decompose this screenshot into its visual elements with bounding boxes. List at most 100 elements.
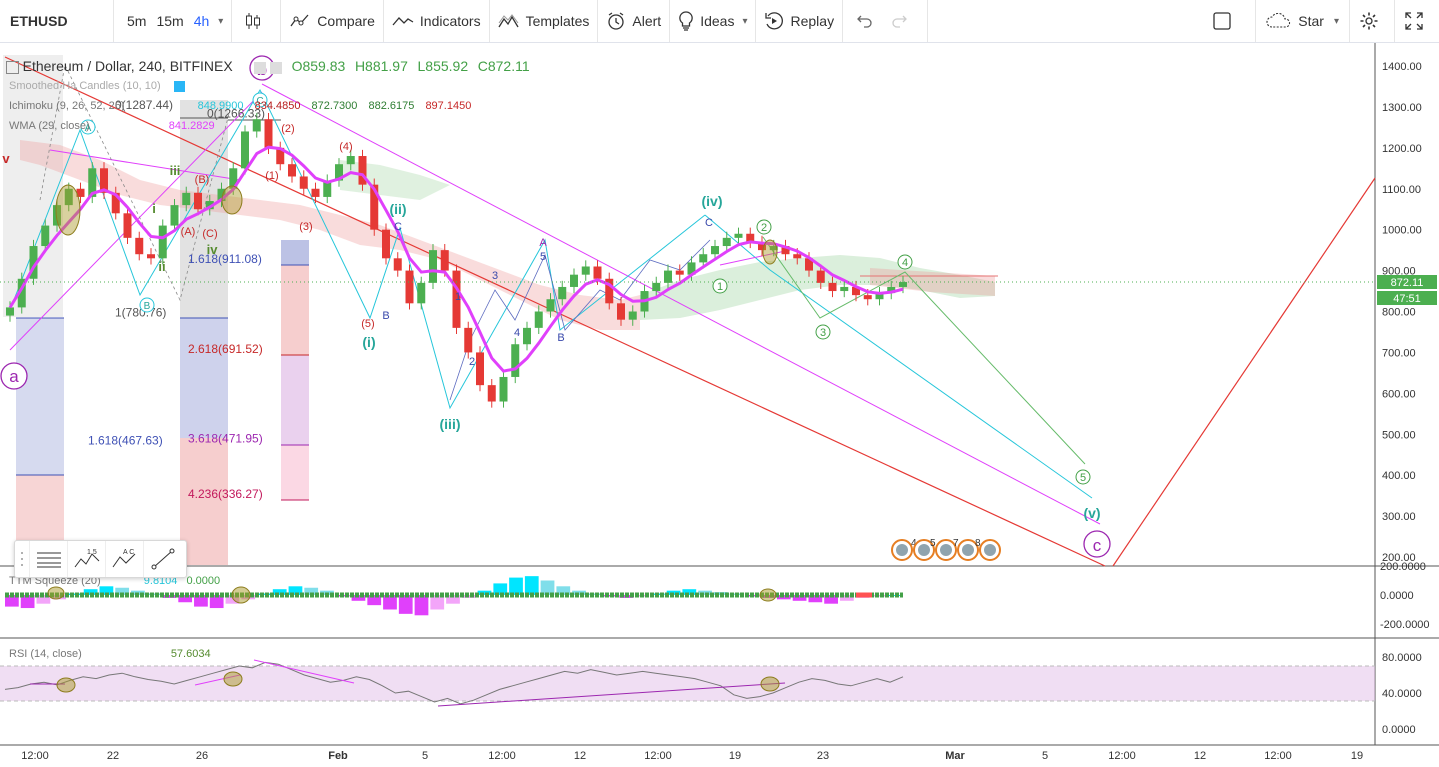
ttm-bar — [194, 595, 208, 607]
indicators-button[interactable]: Indicators — [384, 0, 490, 42]
fullscreen-select-button[interactable] — [1195, 0, 1257, 42]
price-tick-label: 700.00 — [1382, 347, 1416, 359]
templates-button[interactable]: Templates — [490, 0, 599, 42]
fullscreen-button[interactable] — [1395, 0, 1439, 42]
ideas-button[interactable]: Ideas ▾ — [670, 0, 757, 42]
wave-dash-path — [39, 63, 231, 302]
drag-handle[interactable] — [15, 541, 30, 577]
candle-body — [875, 293, 884, 300]
replay-label: Replay — [790, 13, 835, 29]
candle-body — [605, 278, 614, 304]
ttm-bar — [808, 595, 823, 603]
legend-settings-icon[interactable] — [254, 61, 267, 74]
candle-body — [863, 295, 872, 300]
ttm-bar — [383, 595, 397, 610]
eye-icon[interactable] — [173, 80, 185, 92]
interval-4h[interactable]: 4h — [193, 13, 210, 29]
settings-button[interactable] — [1350, 0, 1395, 42]
alert-button[interactable]: Alert — [598, 0, 671, 42]
ichimoku-value-3: 872.7300 — [311, 100, 358, 112]
wave-iii-small-label: iii — [170, 163, 181, 178]
wave-iv-label: (iv) — [702, 193, 723, 209]
chevron-down-icon[interactable]: ▾ — [742, 15, 748, 27]
compare-button[interactable]: Compare — [281, 0, 384, 42]
ttm-bar — [587, 593, 602, 595]
replay-button[interactable]: Replay — [756, 0, 844, 42]
green-wave-1: 1 — [717, 281, 723, 293]
trend-red-up — [1112, 177, 1376, 567]
wave-paren-3: (3) — [299, 221, 312, 233]
ttm-bar — [556, 586, 571, 595]
candle-body — [311, 188, 320, 197]
chart-area[interactable]: 1400.001300.001200.001100.001000.00900.0… — [0, 43, 1439, 767]
time-tick-label: 12 — [574, 750, 586, 762]
ichimoku-value-5: 897.1450 — [425, 100, 472, 112]
ttm-bar — [178, 595, 193, 603]
candle-body — [664, 270, 672, 283]
ttm-bar — [272, 589, 287, 595]
candle-body — [194, 192, 202, 210]
trendline-tool[interactable] — [144, 541, 181, 577]
ttm-bar — [304, 587, 319, 595]
event-marker-5: 5 — [913, 538, 936, 561]
wave-iv-small-label: iv — [207, 242, 219, 257]
wave-paren-4: (4) — [339, 141, 352, 153]
time-tick-label: 19 — [729, 750, 741, 762]
trend-magenta-mid — [49, 149, 241, 181]
rsi-tick-label: 40.0000 — [1382, 688, 1422, 700]
redo-button[interactable] — [885, 0, 929, 42]
wave-i-small-label: i — [152, 201, 156, 216]
elliott-correction-tool[interactable]: A C — [106, 541, 144, 577]
candle-body — [793, 254, 802, 259]
legend-close: C872.11 — [477, 58, 530, 74]
price-tick-label: 1100.00 — [1382, 184, 1421, 196]
undo-button[interactable] — [843, 0, 885, 42]
price-scale-bg — [1375, 43, 1439, 767]
fib-level-label: 0(1266.33) — [207, 107, 265, 121]
candle-body — [852, 286, 860, 296]
blue-wave-4: 4 — [514, 327, 520, 339]
candle-body — [382, 229, 390, 259]
symbol-search[interactable]: ETHUSD — [0, 0, 114, 42]
blue-wave-1: 1 — [455, 291, 461, 303]
countdown-text: 47:51 — [1393, 293, 1421, 305]
time-tick-label: 5 — [422, 750, 428, 762]
indicators-label: Indicators — [419, 13, 481, 29]
rsi-band — [0, 666, 1375, 701]
top-toolbar: ETHUSD 5m 15m 4h ▾ Compare Indicators Te… — [0, 0, 1439, 43]
interval-15m[interactable]: 15m — [156, 13, 184, 29]
templates-label: Templates — [525, 13, 590, 29]
chevron-down-icon[interactable]: ▾ — [1333, 15, 1339, 27]
candle-body — [76, 188, 85, 197]
fib-level-label: 1.618(911.08) — [188, 252, 262, 266]
fib-levels-tool[interactable] — [30, 541, 68, 577]
candle-body — [558, 286, 567, 300]
chevron-down-icon[interactable]: ▾ — [218, 15, 224, 27]
rsi-legend: RSI (14, close) 57.6034 — [9, 648, 211, 660]
ttm-bar — [351, 595, 366, 601]
candle-body — [135, 237, 144, 255]
candle-body — [346, 156, 355, 165]
event-markers[interactable]: 4 5 7 8 — [891, 538, 1001, 561]
candle-body — [147, 254, 155, 259]
chart-type-button[interactable] — [232, 0, 282, 42]
rsi-label: RSI (14, close) — [9, 648, 82, 660]
legend-icon[interactable] — [6, 61, 19, 75]
ttm-bar — [572, 590, 586, 595]
wave-icon: 1 5 — [74, 549, 99, 568]
interval-5m[interactable]: 5m — [127, 13, 147, 29]
wma-legend: WMA (29, close) 841.2829 — [9, 120, 215, 132]
candle-body — [581, 266, 590, 275]
star-button[interactable]: Star ▾ — [1256, 0, 1350, 42]
price-tick-label: 600.00 — [1382, 388, 1416, 400]
candle-body — [229, 168, 238, 189]
elliott-impulse-tool[interactable]: 1 5 — [68, 541, 106, 577]
candle-body — [370, 184, 379, 230]
lightbulb-icon — [679, 11, 694, 31]
price-tick-label: 1300.00 — [1382, 102, 1422, 114]
candle-body — [299, 176, 308, 189]
price-scale: 1400.00 1300.00 1200.00 1100.00 1000.00 900.0… — [1382, 61, 1422, 564]
legend-close-icon[interactable] — [269, 61, 282, 74]
candle-body — [29, 246, 38, 279]
candle-body — [722, 237, 731, 247]
